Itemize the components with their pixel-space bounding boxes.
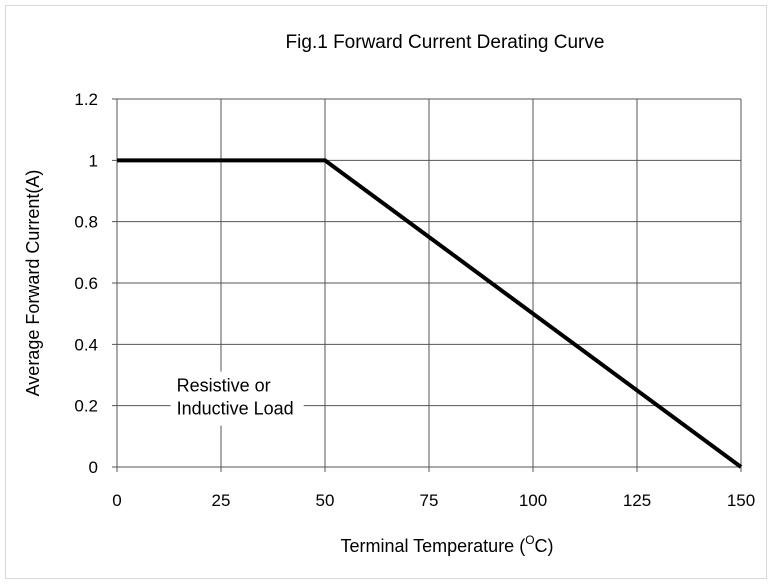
y-tick-label: 1: [89, 151, 98, 170]
x-axis-title-superscript: O: [525, 533, 534, 547]
x-tick-label: 150: [727, 491, 755, 510]
x-axis-title-suffix: C): [535, 536, 554, 556]
y-tick-label: 0.6: [74, 274, 98, 293]
x-tick-label: 50: [316, 491, 335, 510]
chart-title: Fig.1 Forward Current Derating Curve: [286, 32, 605, 53]
annotation-line: Inductive Load: [177, 399, 294, 419]
load-annotation: Resistive or Inductive Load: [177, 376, 294, 419]
chart-frame: [5, 5, 767, 579]
y-tick-label: 0.2: [74, 397, 98, 416]
x-axis-title-main: Terminal Temperature (: [340, 536, 525, 556]
annotation-background: [170, 371, 304, 426]
tick-labels: 0 25 50 75 100 125 150 0 0.2 0.4 0.6 0.8 1 1.2: [74, 90, 755, 510]
x-tick-label: 25: [212, 491, 231, 510]
x-tick-label: 75: [420, 491, 439, 510]
x-tick-label: 125: [623, 491, 651, 510]
x-tick-label: 0: [112, 491, 121, 510]
x-tick-label: 100: [519, 491, 547, 510]
y-tick-label: 0: [89, 458, 98, 477]
series-layer: [117, 158, 743, 469]
annotation-line: Resistive or: [177, 376, 271, 396]
y-tick-label: 0.8: [74, 213, 98, 232]
derating-curve-line: [117, 158, 743, 469]
y-tick-label: 0.4: [74, 335, 98, 354]
y-tick-label: 1.2: [74, 90, 98, 109]
x-axis-title: Terminal Temperature (OC): [340, 533, 553, 556]
y-axis-title: Average Forward Current(A): [23, 170, 43, 397]
